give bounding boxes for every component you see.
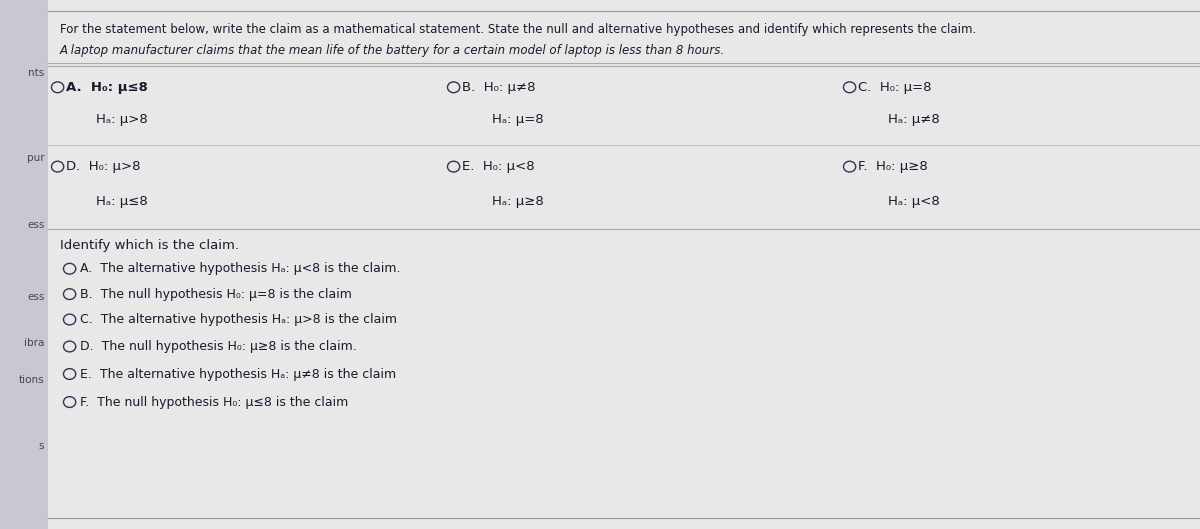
Text: tions: tions: [19, 375, 44, 385]
Text: A.  The alternative hypothesis Hₐ: μ<8 is the claim.: A. The alternative hypothesis Hₐ: μ<8 is…: [80, 262, 401, 275]
Text: E.  H₀: μ<8: E. H₀: μ<8: [462, 160, 535, 173]
Text: A laptop manufacturer claims that the mean life of the battery for a certain mod: A laptop manufacturer claims that the me…: [60, 44, 725, 57]
Text: B.  The null hypothesis H₀: μ=8 is the claim: B. The null hypothesis H₀: μ=8 is the cl…: [80, 288, 353, 300]
Text: Hₐ: μ>8: Hₐ: μ>8: [96, 113, 148, 125]
Text: D.  H₀: μ>8: D. H₀: μ>8: [66, 160, 140, 173]
Text: B.  H₀: μ≠8: B. H₀: μ≠8: [462, 81, 535, 94]
Text: ibra: ibra: [24, 338, 44, 348]
Text: Hₐ: μ=8: Hₐ: μ=8: [492, 113, 544, 125]
Text: Hₐ: μ<8: Hₐ: μ<8: [888, 195, 940, 207]
Text: Identify which is the claim.: Identify which is the claim.: [60, 240, 239, 252]
Text: Hₐ: μ≤8: Hₐ: μ≤8: [96, 195, 148, 207]
Text: s: s: [38, 442, 44, 451]
Text: F.  H₀: μ≥8: F. H₀: μ≥8: [858, 160, 928, 173]
Text: Hₐ: μ≠8: Hₐ: μ≠8: [888, 113, 940, 125]
Text: ess: ess: [28, 220, 44, 230]
Text: A.  H₀: μ≤8: A. H₀: μ≤8: [66, 81, 148, 94]
Bar: [0, 0, 48, 529]
Text: F.  The null hypothesis H₀: μ≤8 is the claim: F. The null hypothesis H₀: μ≤8 is the cl…: [80, 396, 349, 408]
Text: Hₐ: μ≥8: Hₐ: μ≥8: [492, 195, 544, 207]
Text: D.  The null hypothesis H₀: μ≥8 is the claim.: D. The null hypothesis H₀: μ≥8 is the cl…: [80, 340, 358, 353]
Text: E.  The alternative hypothesis Hₐ: μ≠8 is the claim: E. The alternative hypothesis Hₐ: μ≠8 is…: [80, 368, 396, 380]
Text: pur: pur: [26, 153, 44, 162]
Text: ess: ess: [28, 293, 44, 302]
Text: C.  H₀: μ=8: C. H₀: μ=8: [858, 81, 931, 94]
Text: C.  The alternative hypothesis Hₐ: μ>8 is the claim: C. The alternative hypothesis Hₐ: μ>8 is…: [80, 313, 397, 326]
Text: nts: nts: [28, 68, 44, 78]
Text: For the statement below, write the claim as a mathematical statement. State the : For the statement below, write the claim…: [60, 23, 977, 35]
